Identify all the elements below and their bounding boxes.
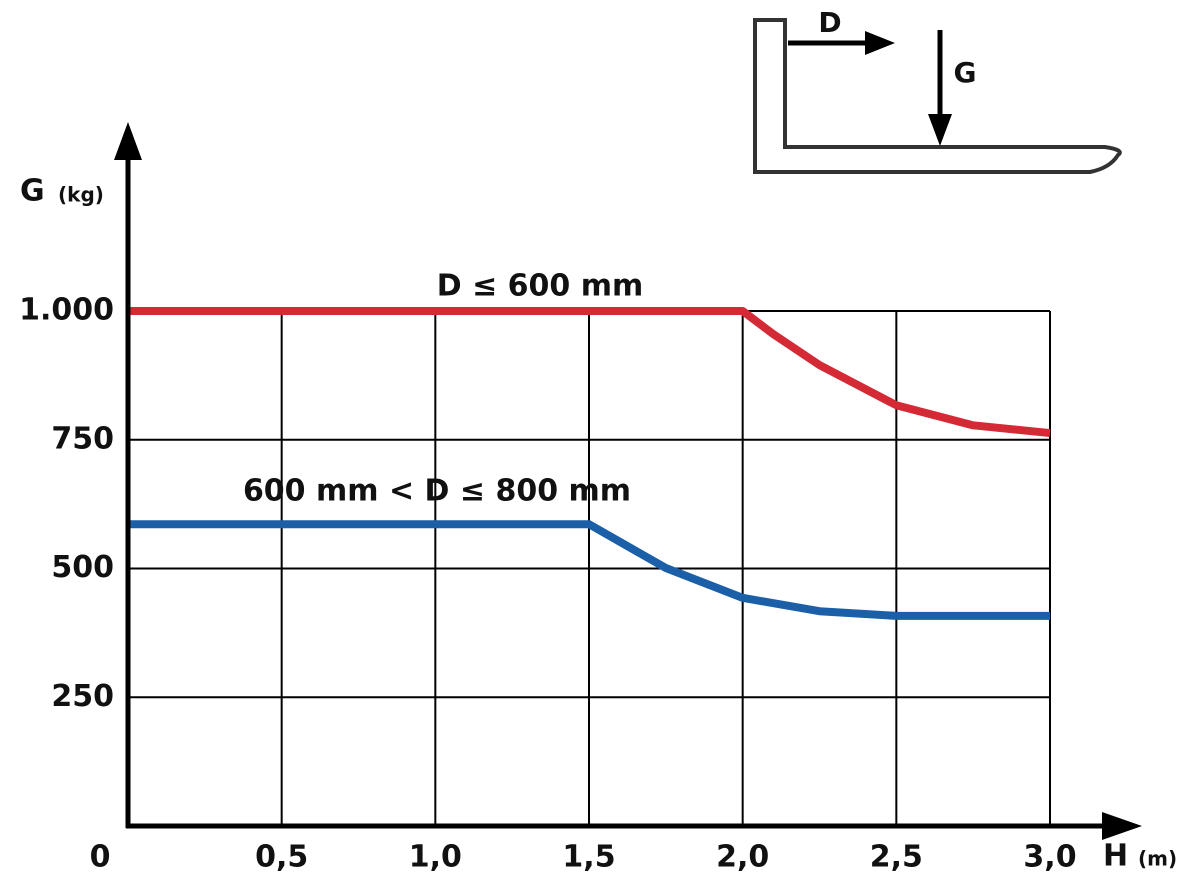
y-axis-label: G [20,174,45,209]
y-tick-label: 250 [51,679,114,714]
fork-diagram [755,20,1120,172]
distance-label: D [818,6,841,39]
series-label: 600 mm < D ≤ 800 mm [243,474,631,509]
x-tick-label: 0 [90,840,111,875]
x-tick-label: 3,0 [1023,840,1076,875]
series-label: D ≤ 600 mm [437,269,644,304]
y-tick-label: 500 [51,550,114,585]
x-tick-label: 1,5 [562,840,615,875]
chart: D G G (kg) H (m) D ≤ 600 mm 600 mm < D ≤… [0,0,1198,875]
x-tick-label: 0,5 [255,840,308,875]
x-tick-label: 2,0 [716,840,769,875]
x-tick-label: 2,5 [870,840,923,875]
y-tick-label: 750 [51,421,114,456]
x-axis-label: H [1103,839,1128,874]
page: D G G (kg) H (m) D ≤ 600 mm 600 mm < D ≤… [0,0,1198,875]
x-tick-label: 1,0 [409,840,462,875]
x-axis-unit: (m) [1138,847,1177,871]
y-tick-label: 1.000 [19,293,114,328]
y-axis-unit: (kg) [58,183,104,207]
force-label: G [954,56,977,89]
grid [128,311,1050,826]
